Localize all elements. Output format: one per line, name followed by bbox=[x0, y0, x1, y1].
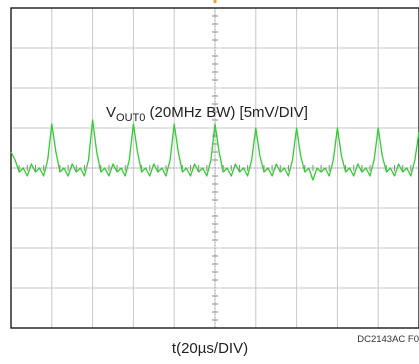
plot-frame bbox=[10, 7, 419, 329]
figure-code: DC2143AC F0 bbox=[357, 334, 419, 345]
trace-label: VOUT0 (20MHz BW) [5mV/DIV] bbox=[106, 104, 308, 124]
graticule bbox=[11, 0, 419, 328]
trigger-marker bbox=[213, 0, 217, 3]
x-axis-label: t(20µs/DIV) bbox=[171, 340, 249, 357]
oscilloscope-plot: VOUT0 (20MHz BW) [5mV/DIV] bbox=[10, 0, 419, 329]
vout0-trace bbox=[10, 119, 419, 181]
